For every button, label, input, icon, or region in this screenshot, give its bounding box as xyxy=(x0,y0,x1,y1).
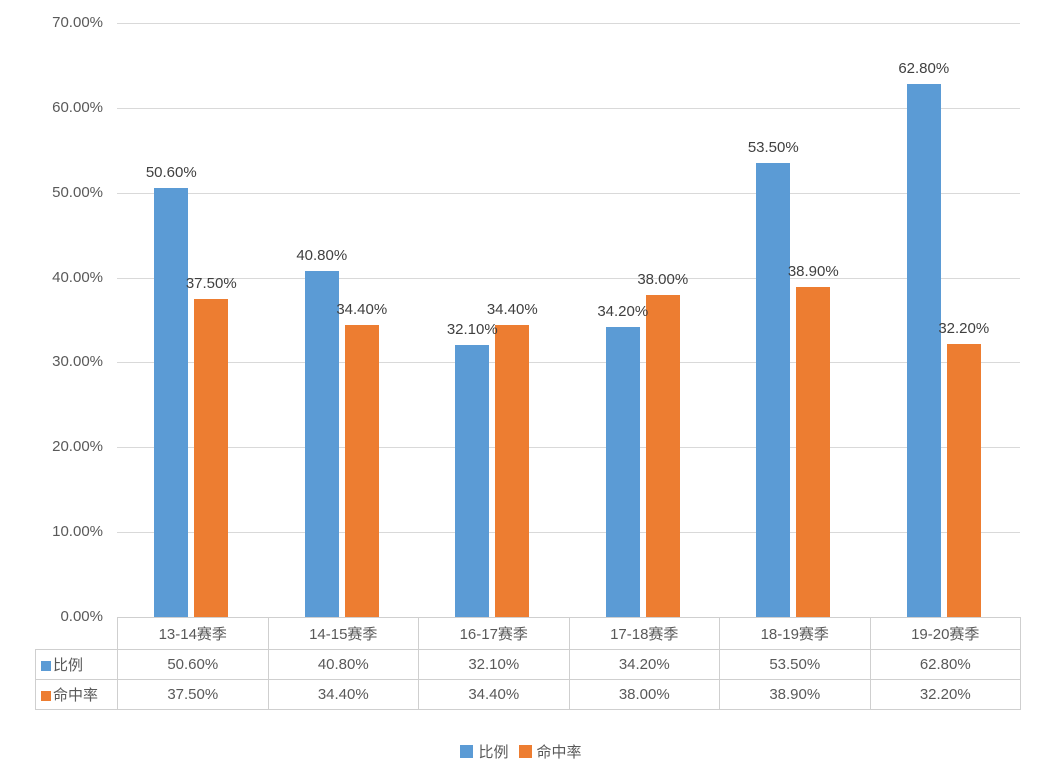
bar-value-label: 40.80% xyxy=(296,246,348,264)
series-name: 命中率 xyxy=(53,687,99,704)
bar-value-label: 50.60% xyxy=(145,163,197,181)
table-value-cell: 38.90% xyxy=(719,679,871,710)
gridline xyxy=(117,532,1020,534)
table-value-cell: 40.80% xyxy=(267,649,419,680)
bar-series-1-cat-2 xyxy=(495,325,530,617)
table-value-cell: 38.00% xyxy=(568,679,720,710)
y-axis-tick-label: 20.00% xyxy=(52,438,103,456)
y-axis-tick-label: 0.00% xyxy=(60,608,103,625)
bar-value-label: 37.50% xyxy=(185,274,237,292)
table-value-cell: 34.20% xyxy=(568,649,720,680)
bar-value-label: 34.40% xyxy=(336,301,388,319)
gridline xyxy=(117,447,1020,449)
legend-swatch-icon xyxy=(518,745,532,758)
legend: 比例 命中率 xyxy=(0,741,1042,762)
bar-value-label: 53.50% xyxy=(747,139,799,157)
table-corner-cell xyxy=(36,618,118,650)
bar-value-label: 38.90% xyxy=(787,262,839,280)
series-swatch-icon xyxy=(41,661,51,671)
table-category-header: 14-15赛季 xyxy=(267,617,419,650)
y-axis-tick-label: 40.00% xyxy=(52,268,103,286)
gridline xyxy=(117,23,1020,24)
gridline xyxy=(117,277,1020,279)
legend-item: 比例 xyxy=(460,741,509,762)
table-value-cell: 37.50% xyxy=(117,679,269,710)
table-value-cell: 50.60% xyxy=(117,649,269,680)
table-value-cell: 32.10% xyxy=(418,649,570,680)
bar-value-label: 62.80% xyxy=(898,60,950,78)
legend-label: 命中率 xyxy=(536,744,582,761)
gridline xyxy=(117,107,1020,109)
bar-value-label: 34.40% xyxy=(486,301,538,319)
bar-series-0-cat-1 xyxy=(304,270,339,617)
y-axis-tick-label: 50.00% xyxy=(52,183,103,201)
bar-series-1-cat-5 xyxy=(946,343,981,617)
bar-value-label: 32.20% xyxy=(938,319,990,337)
bar-series-0-cat-5 xyxy=(906,84,941,617)
plot-area: 50.60% 37.50% 40.80% 34.40% 32.10% 34.40% 34.2… xyxy=(117,23,1020,617)
bar-series-0-cat-4 xyxy=(756,163,791,617)
table-category-header: 16-17赛季 xyxy=(418,617,570,650)
table-row-header: 比例 xyxy=(35,649,118,680)
series-name: 比例 xyxy=(53,657,84,674)
bar-series-1-cat-1 xyxy=(344,325,379,617)
table-category-header: 19-20赛季 xyxy=(869,617,1021,650)
table-row: 比例 50.60% 40.80% 32.10% 34.20% 53.50% 62.80% xyxy=(35,649,1021,680)
y-axis-tick-label: 30.00% xyxy=(52,353,103,371)
series-swatch-icon xyxy=(41,691,51,701)
table-category-header: 13-14赛季 xyxy=(117,617,269,650)
bar-series-1-cat-0 xyxy=(194,298,229,617)
table-value-cell: 32.20% xyxy=(869,679,1021,710)
y-axis-tick-label: 60.00% xyxy=(52,98,103,116)
table-category-header: 17-18赛季 xyxy=(568,617,720,650)
bar-series-1-cat-4 xyxy=(796,286,831,617)
bar-value-label: 38.00% xyxy=(637,270,689,288)
table-value-cell: 34.40% xyxy=(267,679,419,710)
data-table: 13-14赛季 14-15赛季 16-17赛季 17-18赛季 18-19赛季 19-20… xyxy=(35,617,1021,710)
bar-series-1-cat-3 xyxy=(645,294,680,617)
bar-series-0-cat-0 xyxy=(154,187,189,617)
gridline xyxy=(117,362,1020,364)
y-axis-tick-label: 70.00% xyxy=(52,14,103,31)
legend-label: 比例 xyxy=(478,744,509,761)
gridline xyxy=(117,192,1020,194)
bar-series-0-cat-3 xyxy=(605,326,640,617)
table-value-cell: 53.50% xyxy=(719,649,871,680)
table-row-header: 命中率 xyxy=(35,679,118,710)
table-value-cell: 62.80% xyxy=(869,649,1021,680)
legend-item: 命中率 xyxy=(518,741,582,762)
y-axis-tick-label: 10.00% xyxy=(52,523,103,541)
bar-value-label: 34.20% xyxy=(597,302,649,320)
y-axis-ticks: 0.00% 10.00% 20.00% 30.00% 40.00% 50.00% 60.00… xyxy=(0,14,103,625)
table-category-header: 18-19赛季 xyxy=(719,617,871,650)
table-value-cell: 34.40% xyxy=(418,679,570,710)
bar-series-0-cat-2 xyxy=(455,344,490,617)
legend-swatch-icon xyxy=(460,745,474,758)
bar-value-label: 32.10% xyxy=(446,320,498,338)
table-row: 命中率 37.50% 34.40% 34.40% 38.00% 38.90% 32.20% xyxy=(35,679,1021,710)
